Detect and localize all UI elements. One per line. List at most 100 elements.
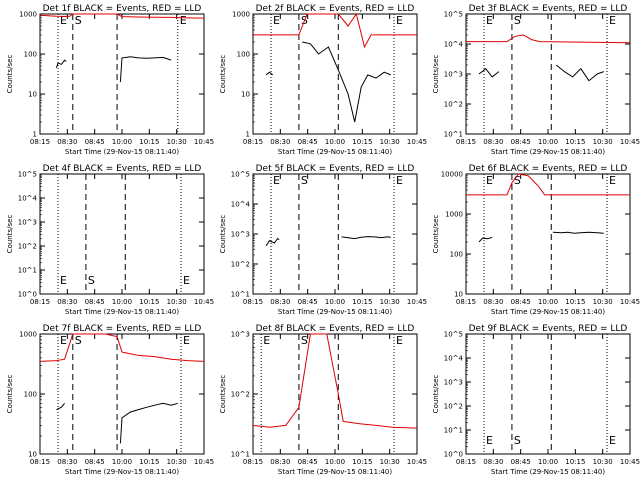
series-line xyxy=(253,12,417,49)
panel-title: Det 5f BLACK = Events, RED = LLD xyxy=(256,164,415,174)
plot-frame xyxy=(465,173,631,295)
x-axis-label: Start Time (29-Nov-15 08:11:40) xyxy=(65,148,179,156)
panel-p2: Det 2f BLACK = Events, RED = LLD 1 10 100 10… xyxy=(219,4,427,156)
y-tick-label: 10^2 xyxy=(231,391,250,399)
x-tick-label: 10:30 xyxy=(167,458,187,466)
x-tick-label: 10:00 xyxy=(325,298,345,306)
x-tick-label: 10:45 xyxy=(407,298,427,306)
x-tick-label: 10:15 xyxy=(565,298,585,306)
panel-title: Det 4f BLACK = Events, RED = LLD xyxy=(43,164,202,174)
marker-label: E xyxy=(183,334,190,347)
series-line xyxy=(478,231,604,243)
y-tick-label: 10^5 xyxy=(231,171,250,179)
x-tick-label: 10:15 xyxy=(352,298,372,306)
marker-label: E xyxy=(60,334,67,347)
x-tick-label: 10:45 xyxy=(620,298,640,306)
x-tick-label: 10:00 xyxy=(325,458,345,466)
y-axis-label: Counts/sec xyxy=(432,215,440,254)
x-axis-label: Start Time (29-Nov-15 08:11:40) xyxy=(65,468,179,476)
x-tick-label: 10:15 xyxy=(139,458,159,466)
y-axis-label: Counts/sec xyxy=(432,55,440,94)
y-axis-label: Counts/sec xyxy=(6,375,14,414)
x-tick-label: 10:15 xyxy=(352,458,372,466)
y-tick-label: 10 xyxy=(241,91,250,99)
marker-label: E xyxy=(396,14,403,27)
panel-title: Det 7f BLACK = Events, RED = LLD xyxy=(43,324,202,334)
marker-label: E xyxy=(486,434,493,447)
y-tick-label: 10 xyxy=(454,291,463,299)
y-tick-label: 10^1 xyxy=(18,267,37,275)
y-tick-label: 1000 xyxy=(19,11,37,19)
x-tick-label: 10:15 xyxy=(352,138,372,146)
y-tick-label: 100 xyxy=(237,51,250,59)
y-axis-label: Counts/sec xyxy=(219,215,227,254)
x-tick-label: 08:45 xyxy=(298,138,318,146)
y-tick-label: 10 xyxy=(28,451,37,459)
marker-label: S xyxy=(514,434,521,447)
y-axis-label: Counts/sec xyxy=(6,55,14,94)
x-tick-label: 08:15 xyxy=(243,138,263,146)
x-tick-label: 08:45 xyxy=(85,138,105,146)
x-axis-label: Start Time (29-Nov-15 08:11:40) xyxy=(278,148,392,156)
y-tick-label: 1 xyxy=(246,131,250,139)
marker-label: E xyxy=(273,174,280,187)
y-axis-label: Counts/sec xyxy=(6,215,14,254)
x-tick-label: 10:30 xyxy=(167,138,187,146)
x-tick-label: 08:45 xyxy=(511,298,531,306)
y-tick-label: 10^3 xyxy=(444,379,463,387)
marker-label: E xyxy=(609,14,616,27)
y-tick-label: 10^5 xyxy=(18,171,37,179)
panel-title: Det 2f BLACK = Events, RED = LLD xyxy=(256,4,415,14)
panel-p9: Det 9f BLACK = Events, RED = LLD 10^0 10^1… xyxy=(432,324,640,476)
x-tick-label: 08:30 xyxy=(483,138,503,146)
x-tick-label: 10:45 xyxy=(194,138,214,146)
x-tick-label: 10:00 xyxy=(325,138,345,146)
y-tick-label: 10^1 xyxy=(231,451,250,459)
y-tick-label: 10^2 xyxy=(444,101,463,109)
x-tick-label: 10:30 xyxy=(380,458,400,466)
marker-label: E xyxy=(396,334,403,347)
x-tick-label: 08:30 xyxy=(483,298,503,306)
marker-label: S xyxy=(88,274,95,287)
y-tick-label: 10^0 xyxy=(18,291,37,299)
x-tick-label: 10:00 xyxy=(538,298,558,306)
x-tick-label: 08:45 xyxy=(511,138,531,146)
y-tick-label: 10^4 xyxy=(444,355,464,363)
x-tick-label: 10:30 xyxy=(593,298,613,306)
marker-label: S xyxy=(301,174,308,187)
y-tick-label: 10^3 xyxy=(18,219,37,227)
y-tick-label: 10 xyxy=(28,91,37,99)
x-tick-label: 08:15 xyxy=(30,298,50,306)
panel-title: Det 1f BLACK = Events, RED = LLD xyxy=(43,4,202,14)
x-axis-label: Start Time (29-Nov-15 08:11:40) xyxy=(278,308,392,316)
panel-title: Det 3f BLACK = Events, RED = LLD xyxy=(469,4,628,14)
y-axis-label: Counts/sec xyxy=(432,375,440,414)
y-tick-label: 10^5 xyxy=(444,11,463,19)
x-tick-label: 10:45 xyxy=(407,458,427,466)
y-tick-label: 10^4 xyxy=(231,201,251,209)
x-tick-label: 08:30 xyxy=(270,458,290,466)
x-tick-label: 10:00 xyxy=(112,298,132,306)
x-tick-label: 10:15 xyxy=(565,138,585,146)
y-tick-label: 10^3 xyxy=(444,71,463,79)
marker-label: E xyxy=(486,174,493,187)
x-tick-label: 10:30 xyxy=(167,298,187,306)
marker-label: S xyxy=(75,334,82,347)
series-line xyxy=(478,64,604,82)
x-tick-label: 08:15 xyxy=(456,458,476,466)
plot-frame xyxy=(465,13,631,135)
panel-p6: Det 6f BLACK = Events, RED = LLD 10 100 100… xyxy=(432,164,640,316)
x-tick-label: 08:30 xyxy=(483,458,503,466)
x-tick-label: 08:45 xyxy=(298,458,318,466)
series-line xyxy=(265,236,391,247)
x-tick-label: 08:45 xyxy=(85,458,105,466)
x-tick-label: 08:15 xyxy=(456,138,476,146)
x-tick-label: 08:15 xyxy=(456,298,476,306)
panel-p1: Det 1f BLACK = Events, RED = LLD 1 10 100 10… xyxy=(6,4,214,156)
x-tick-label: 10:00 xyxy=(538,458,558,466)
x-tick-label: 08:45 xyxy=(511,458,531,466)
x-tick-label: 10:00 xyxy=(538,138,558,146)
marker-label: S xyxy=(514,14,521,27)
marker-label: E xyxy=(273,14,280,27)
